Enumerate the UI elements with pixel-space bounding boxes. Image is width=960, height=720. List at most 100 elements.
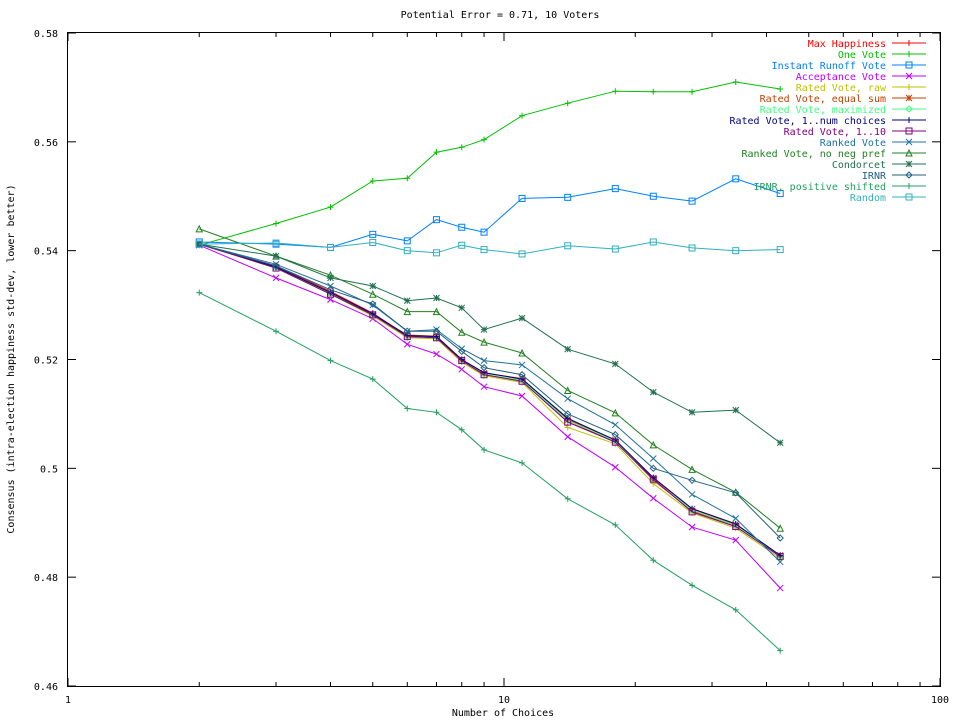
- data-point: [480, 383, 488, 391]
- series-irnr-positive-shifted: [196, 289, 784, 654]
- y-tick-label: 0.54: [34, 247, 58, 258]
- data-point: [776, 534, 784, 542]
- data-point: [368, 290, 377, 298]
- series-irnr: [195, 240, 784, 542]
- data-point: [688, 408, 696, 416]
- data-point: [432, 327, 441, 335]
- data-point: [369, 300, 377, 308]
- data-point: [611, 430, 620, 439]
- legend-label: Condorcet: [832, 160, 886, 171]
- data-point: [650, 557, 657, 564]
- data-point: [518, 314, 526, 322]
- data-point: [326, 286, 335, 294]
- legend-label: One Vote: [838, 50, 886, 61]
- data-point: [564, 418, 572, 426]
- data-point: [518, 250, 526, 258]
- legend-entry: One Vote: [838, 50, 926, 61]
- data-point: [611, 463, 619, 471]
- data-point: [480, 246, 488, 254]
- legend-label: Max Happiness: [808, 39, 886, 50]
- data-point: [612, 521, 619, 528]
- data-point: [776, 584, 784, 592]
- data-point: [564, 495, 571, 502]
- data-point: [327, 357, 334, 364]
- legend-label: Ranked Vote: [820, 138, 886, 149]
- data-point: [776, 439, 784, 447]
- data-point: [195, 224, 204, 233]
- data-point: [611, 245, 619, 253]
- y-tick-label: 0.48: [34, 573, 58, 584]
- legend-marker: [906, 117, 912, 123]
- x-tick-label: 1: [65, 695, 71, 706]
- data-point: [564, 242, 572, 250]
- legend-label: Ranked Vote, no neg pref: [742, 149, 887, 160]
- data-point: [776, 190, 784, 198]
- data-point: [433, 149, 440, 156]
- legend-marker: [905, 94, 913, 102]
- data-point: [327, 204, 334, 211]
- data-point: [369, 311, 377, 319]
- data-point: [518, 371, 526, 379]
- data-point: [403, 340, 411, 348]
- legend-entry: Random: [850, 193, 926, 204]
- legend-entry: Rated Vote, 1..num choices: [729, 116, 926, 127]
- series-line: [199, 243, 781, 539]
- data-point: [272, 262, 280, 270]
- data-point: [564, 193, 572, 201]
- data-point: [649, 440, 658, 449]
- data-point: [688, 491, 696, 498]
- data-point: [272, 264, 280, 272]
- data-point: [369, 282, 377, 290]
- x-tick-label: 100: [931, 695, 949, 706]
- data-point: [458, 304, 466, 312]
- data-point: [404, 175, 411, 182]
- data-point: [649, 388, 657, 396]
- data-point: [480, 357, 488, 364]
- data-point: [481, 136, 488, 143]
- data-point: [611, 360, 619, 368]
- data-point: [273, 220, 280, 227]
- data-point: [732, 78, 739, 85]
- data-point: [432, 216, 440, 224]
- series-rated-vote-1-10: [195, 240, 784, 560]
- data-point: [326, 290, 334, 298]
- legend-marker: [906, 84, 912, 90]
- legend-entry: Ranked Vote: [820, 138, 926, 149]
- legend-entry: Ranked Vote, no neg pref: [742, 148, 926, 160]
- series-ranked-vote: [195, 240, 784, 566]
- legend-marker: [905, 171, 913, 179]
- legend-marker: [905, 105, 913, 113]
- y-axis: 0.46 0.48 0.5 0.52 0.54 0.56 0.58: [34, 29, 940, 693]
- series-line: [199, 243, 781, 563]
- data-point: [649, 494, 657, 502]
- legend-label: Rated Vote, 1..num choices: [729, 116, 886, 127]
- legend-label: Acceptance Vote: [796, 72, 886, 83]
- legend-entry: Rated Vote, equal sum: [760, 94, 926, 105]
- legend-label: IRNR: [862, 171, 887, 182]
- data-point: [688, 476, 696, 485]
- data-point: [518, 348, 526, 357]
- data-point: [369, 239, 377, 247]
- data-point: [273, 328, 280, 335]
- data-point: [732, 606, 739, 613]
- series-line: [199, 244, 781, 589]
- data-point: [689, 88, 696, 95]
- legend-entry: Rated Vote, maximized: [760, 105, 926, 116]
- series-line: [198, 292, 781, 651]
- data-point: [458, 144, 465, 151]
- y-tick-label: 0.46: [34, 682, 58, 693]
- series-line: [199, 178, 781, 248]
- data-point: [776, 558, 784, 566]
- series-lines: [195, 78, 785, 654]
- data-point: [458, 357, 466, 365]
- data-point: [732, 489, 740, 497]
- legend-entry: Max Happiness: [808, 39, 926, 50]
- y-axis-label: Consensus (intra-election happiness std-…: [6, 184, 17, 533]
- data-point: [688, 197, 696, 205]
- data-point: [732, 523, 740, 531]
- data-point: [433, 294, 440, 302]
- data-point: [403, 327, 411, 335]
- data-point: [564, 433, 572, 441]
- y-tick-label: 0.58: [34, 29, 58, 40]
